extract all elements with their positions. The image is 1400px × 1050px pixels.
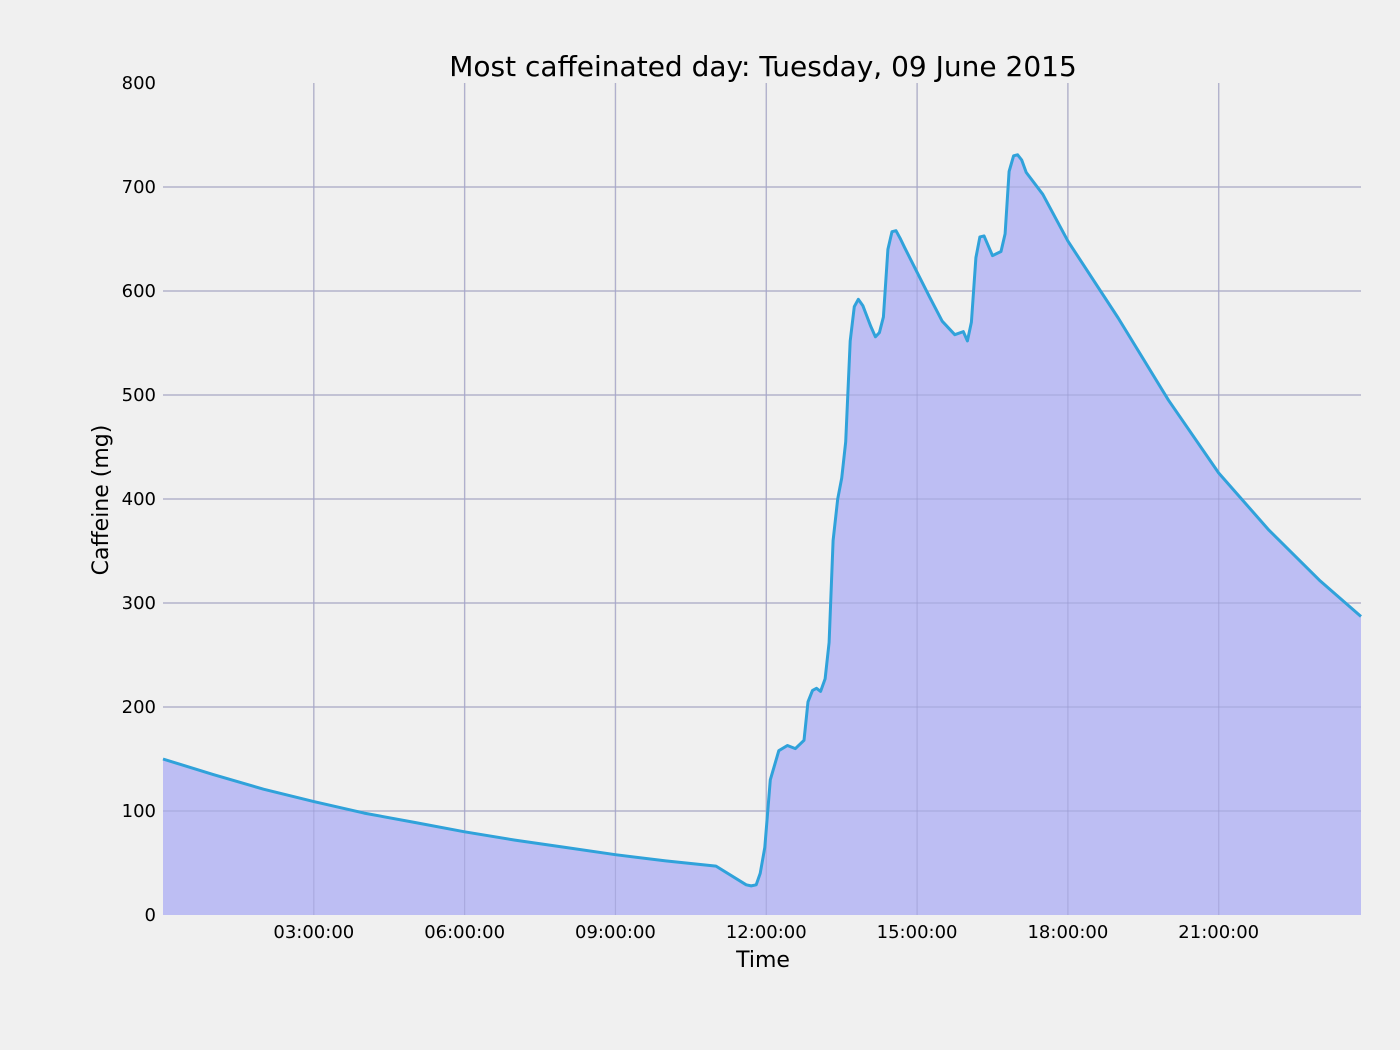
x-tick-label: 18:00:00: [1027, 922, 1108, 943]
x-tick-labels: 03:00:00 06:00:00 09:00:00 12:00:00 15:00:00…: [273, 922, 1259, 943]
chart-title: Most caffeinated day: Tuesday, 09 June 2…: [449, 50, 1077, 83]
y-tick-label: 100: [122, 801, 156, 822]
x-tick-label: 15:00:00: [877, 922, 958, 943]
x-tick-label: 12:00:00: [726, 922, 807, 943]
caffeine-area: [163, 154, 1361, 916]
x-tick-label: 03:00:00: [273, 922, 354, 943]
y-tick-labels: 0 100 200 300 400 500 600 700 800: [122, 73, 156, 926]
grid-overlay: [163, 83, 1361, 915]
x-axis-label: Time: [735, 948, 790, 973]
x-tick-label: 09:00:00: [575, 922, 656, 943]
y-tick-label: 800: [122, 73, 156, 94]
x-tick-label: 21:00:00: [1178, 922, 1259, 943]
y-tick-label: 400: [122, 489, 156, 510]
y-tick-label: 0: [145, 905, 156, 926]
y-tick-label: 500: [122, 385, 156, 406]
caffeine-line: [162, 153, 1362, 888]
y-tick-label: 600: [122, 281, 156, 302]
y-tick-label: 200: [122, 697, 156, 718]
y-tick-label: 700: [122, 177, 156, 198]
y-tick-label: 300: [122, 593, 156, 614]
y-axis-label: Caffeine (mg): [89, 425, 114, 576]
x-tick-label: 06:00:00: [424, 922, 505, 943]
